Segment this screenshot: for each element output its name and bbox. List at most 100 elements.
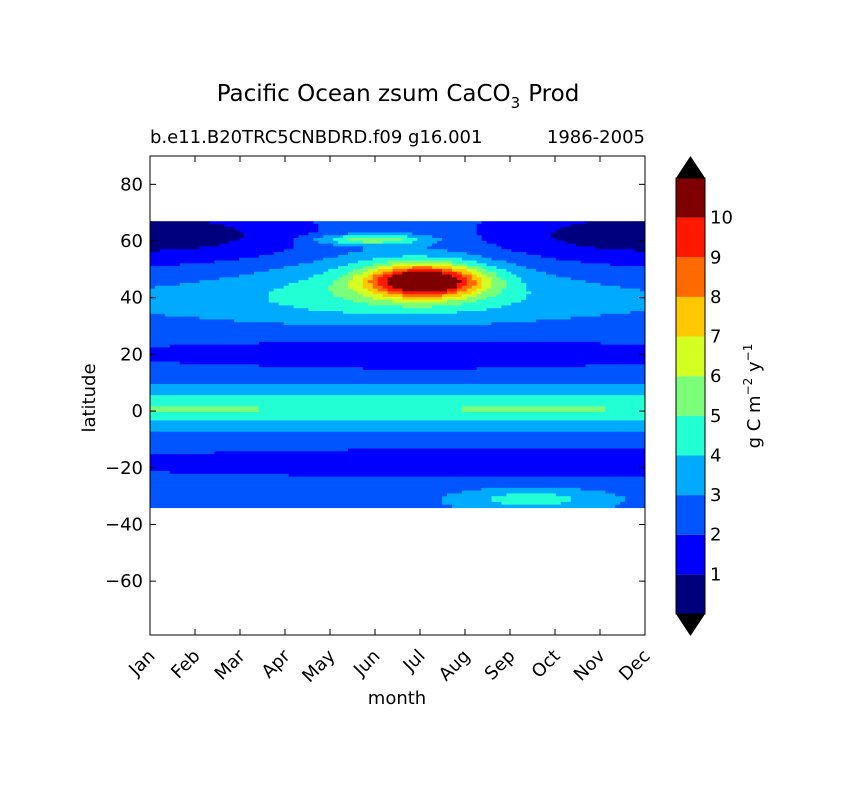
contour-cell — [382, 274, 394, 278]
contour-cell — [362, 294, 384, 298]
contour-cell — [461, 257, 493, 262]
contour-cell — [352, 268, 369, 273]
contour-cell — [461, 274, 473, 278]
contour-cell — [150, 465, 645, 469]
contour-cell — [283, 266, 339, 270]
contour-cell — [357, 291, 374, 295]
contour-cell — [150, 395, 645, 399]
contour-cell — [640, 288, 645, 292]
contour-cell — [456, 291, 473, 295]
contour-cell — [372, 291, 389, 295]
contour-cell — [476, 224, 572, 228]
contour-cell — [451, 268, 468, 273]
contour-cell — [511, 249, 636, 253]
contour-cell — [456, 285, 463, 290]
contour-cell — [392, 266, 413, 270]
contour-cell — [343, 296, 374, 301]
x-tick-label: Apr — [258, 645, 295, 682]
contour-cell — [150, 445, 645, 450]
contour-cell — [481, 238, 557, 242]
contour-cell — [461, 490, 606, 495]
contour-cell — [372, 263, 394, 267]
contour-cell — [338, 266, 364, 270]
contour-cell — [150, 409, 260, 413]
contour-cell — [244, 235, 300, 239]
contour-cell — [417, 238, 443, 242]
contour-cell — [150, 235, 245, 239]
contour-cell — [555, 238, 645, 242]
contour-cell — [150, 294, 270, 298]
contour-cell — [150, 412, 645, 416]
x-tick-label: Nov — [570, 645, 610, 685]
colorbar-tick-label: 3 — [710, 485, 721, 506]
contour-cell — [150, 406, 260, 410]
x-tick-label: Mar — [211, 645, 250, 684]
contour-cell — [154, 285, 285, 290]
contour-cell — [526, 282, 602, 287]
contour-cell — [362, 282, 374, 287]
x-tick-label: Sep — [481, 646, 520, 685]
contour-cell — [481, 282, 493, 287]
contour-cell — [442, 271, 458, 276]
contour-cell — [150, 271, 255, 276]
contour-cell — [407, 235, 433, 239]
contour-cell — [150, 336, 645, 340]
contour-cell — [546, 271, 645, 276]
contour-cell — [367, 268, 379, 273]
colorbar-segment — [676, 178, 705, 218]
contour-cell — [372, 296, 404, 301]
contour-cell — [521, 280, 587, 284]
contour-cell — [466, 268, 478, 273]
contour-cell — [526, 296, 645, 301]
colorbar-tick-label: 8 — [710, 287, 721, 308]
contour-cell — [179, 282, 290, 287]
contour-cell — [372, 271, 384, 276]
contour-cell — [318, 226, 478, 231]
colorbar-tick-label: 6 — [710, 366, 721, 387]
contour-cell — [150, 392, 645, 396]
contour-cell — [367, 302, 463, 306]
contour-cell — [150, 296, 270, 301]
y-tick-label: −40 — [105, 514, 143, 535]
contour-cell — [288, 473, 645, 478]
title-subscript: 3 — [511, 94, 521, 112]
contour-cell — [219, 277, 309, 281]
contour-cell — [447, 493, 507, 497]
contour-cell — [362, 285, 374, 290]
contour-cell — [476, 367, 645, 371]
contour-cell — [392, 285, 458, 290]
contour-cell — [234, 226, 319, 231]
contour-cell — [150, 389, 645, 393]
contour-cell — [239, 238, 295, 242]
contour-cell — [150, 437, 645, 441]
colorbar-segment — [676, 296, 705, 337]
contour-cell — [150, 361, 181, 365]
y-axis-label: latitude — [79, 363, 100, 432]
contour-cell — [150, 260, 215, 264]
contour-cell — [392, 271, 404, 276]
contour-cell — [283, 249, 364, 253]
colorbar-segment — [676, 336, 705, 377]
contour-cell — [402, 288, 448, 292]
contour-cell — [150, 229, 240, 234]
contour-cell — [150, 339, 645, 343]
contour-cell — [179, 361, 645, 365]
contour-cell — [288, 282, 334, 287]
contour-cell — [412, 232, 478, 236]
contour-cell — [179, 263, 300, 267]
contour-cell — [150, 473, 290, 478]
contour-cell — [570, 499, 626, 503]
contour-cell — [308, 232, 349, 236]
x-tick-label: May — [298, 645, 339, 686]
contour-cell — [343, 235, 408, 239]
contour-cell — [392, 268, 408, 273]
contour-cell — [150, 403, 645, 408]
contour-cell — [402, 296, 443, 301]
contour-cell — [150, 381, 645, 385]
colorbar-tick-label: 9 — [710, 247, 721, 268]
contour-cell — [427, 254, 483, 259]
contour-cell — [150, 226, 235, 231]
contour-cell — [348, 232, 413, 236]
contour-cell — [150, 266, 285, 270]
contour-cell — [461, 302, 512, 306]
